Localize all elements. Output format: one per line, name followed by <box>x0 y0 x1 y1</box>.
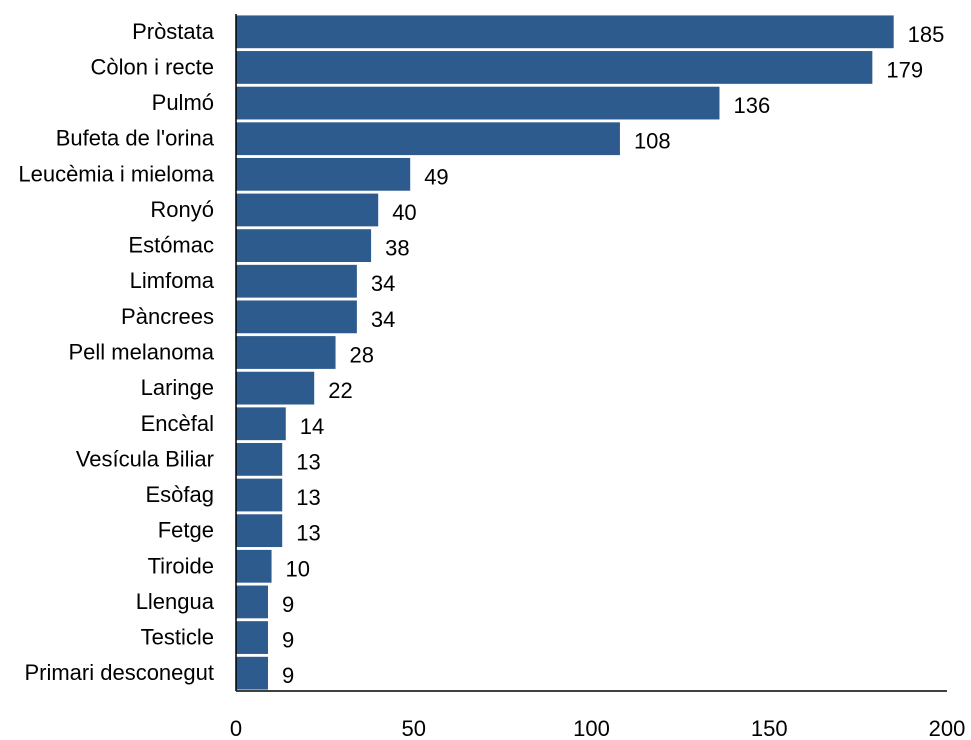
data-label: 40 <box>392 200 416 225</box>
bar <box>236 193 379 227</box>
bar <box>236 514 283 548</box>
x-tick-label: 150 <box>751 716 788 740</box>
data-label: 9 <box>282 663 294 688</box>
data-label: 13 <box>296 485 320 510</box>
category-label: Limfoma <box>130 268 215 293</box>
bar <box>236 621 268 654</box>
bar <box>236 51 873 84</box>
category-label: Pell melanoma <box>68 340 214 365</box>
bar <box>236 407 286 441</box>
bars-group <box>236 15 894 690</box>
data-label: 22 <box>328 378 352 403</box>
data-label: 28 <box>350 343 374 368</box>
x-tick-label: 50 <box>402 716 426 740</box>
bar <box>236 336 336 369</box>
bar <box>236 549 272 583</box>
data-label: 34 <box>371 271 395 296</box>
data-label: 136 <box>733 93 770 118</box>
category-label: Laringe <box>141 375 214 400</box>
bar <box>236 264 357 298</box>
x-ticks-group: 0 50 100 150 200 <box>230 716 965 740</box>
category-label: Bufeta de l'orina <box>56 126 215 151</box>
bar <box>236 478 283 512</box>
category-labels-group: Pròstata Còlon i recte Pulmó Bufeta de l'or… <box>18 19 214 685</box>
data-label: 179 <box>886 57 923 82</box>
bar <box>236 443 283 476</box>
bar <box>236 157 411 191</box>
category-label: Testicle <box>141 625 214 650</box>
bar <box>236 656 268 690</box>
bar <box>236 585 268 619</box>
category-label: Llengua <box>136 589 215 614</box>
bar <box>236 15 894 49</box>
data-label: 108 <box>634 129 671 154</box>
data-label: 14 <box>300 414 324 439</box>
bar <box>236 371 315 405</box>
category-label: Primari desconegut <box>24 660 214 685</box>
category-label: Encèfal <box>141 411 214 436</box>
category-label: Esòfag <box>146 482 215 507</box>
category-label: Pàncrees <box>121 304 214 329</box>
bar <box>236 300 357 334</box>
category-label: Vesícula Biliar <box>76 446 214 471</box>
category-label: Estómac <box>128 233 214 258</box>
category-label: Ronyó <box>150 197 214 222</box>
x-tick-label: 200 <box>929 716 966 740</box>
bar <box>236 86 720 120</box>
category-label: Pròstata <box>132 19 215 44</box>
bar <box>236 122 620 156</box>
data-label: 49 <box>424 164 448 189</box>
data-label: 13 <box>296 521 320 546</box>
data-label: 38 <box>385 236 409 261</box>
data-label: 185 <box>908 22 945 47</box>
data-label: 9 <box>282 628 294 653</box>
bar <box>236 229 372 262</box>
data-label: 9 <box>282 592 294 617</box>
category-label: Còlon i recte <box>90 54 214 79</box>
category-label: Fetge <box>158 518 214 543</box>
category-label: Tiroide <box>148 553 214 578</box>
data-label: 10 <box>286 556 310 581</box>
category-label: Leucèmia i mieloma <box>18 161 214 186</box>
data-label: 34 <box>371 307 395 332</box>
x-tick-label: 100 <box>573 716 610 740</box>
x-tick-label: 0 <box>230 716 242 740</box>
category-label: Pulmó <box>152 90 214 115</box>
data-label: 13 <box>296 449 320 474</box>
